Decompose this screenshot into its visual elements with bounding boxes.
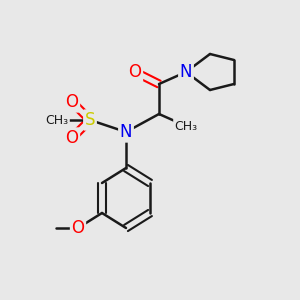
Text: N: N [120,123,132,141]
Text: S: S [85,111,95,129]
Text: CH₃: CH₃ [45,113,69,127]
Text: O: O [71,219,85,237]
Text: N: N [180,63,192,81]
Text: O: O [65,129,79,147]
Text: O: O [65,93,79,111]
Text: CH₃: CH₃ [174,119,198,133]
Text: O: O [128,63,142,81]
